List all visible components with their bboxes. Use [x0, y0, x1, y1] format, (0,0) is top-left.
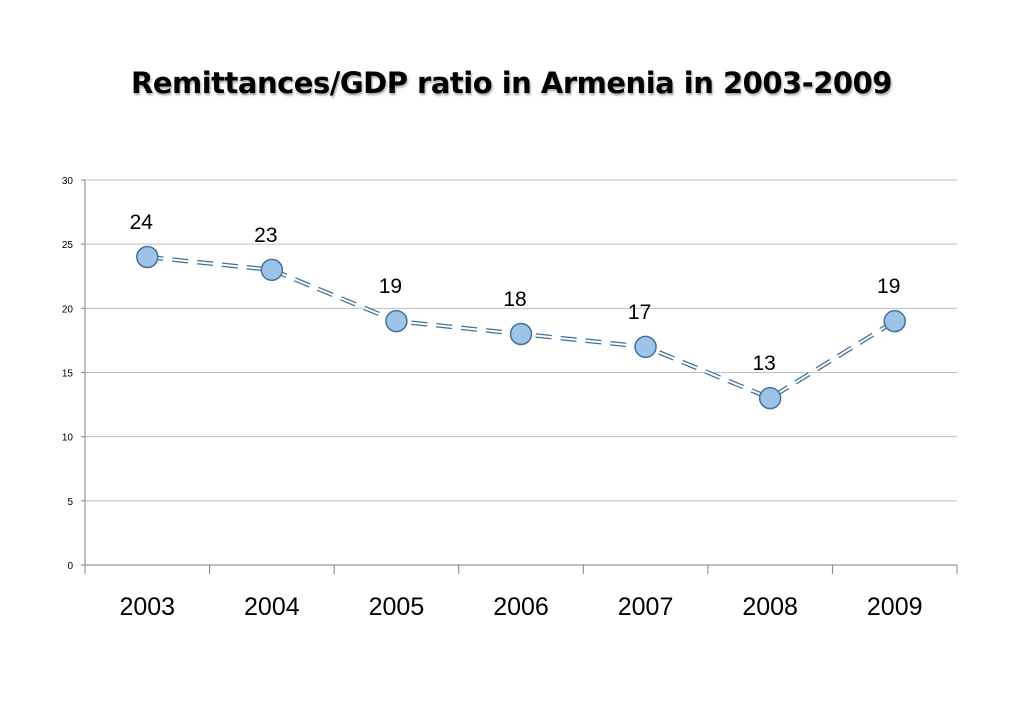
data-point	[634, 335, 657, 359]
data-point	[883, 309, 906, 333]
data-label: 23	[254, 224, 277, 247]
y-tick-label: 30	[62, 176, 74, 187]
data-label: 19	[379, 275, 402, 298]
data-point	[385, 309, 408, 333]
y-tick-label: 25	[62, 240, 74, 251]
data-point	[136, 245, 159, 269]
x-tick-label: 2005	[369, 593, 425, 621]
y-axis-tick-labels: 0 5 10 15 20 25 30	[62, 176, 74, 572]
gridlines	[85, 179, 957, 502]
y-tick-label: 10	[62, 433, 74, 444]
x-tick-label: 2006	[493, 593, 549, 621]
x-tick-label: 2008	[742, 593, 798, 621]
y-tick-label: 20	[62, 304, 74, 315]
data-point	[260, 258, 284, 282]
data-label: 13	[752, 352, 775, 375]
y-tick-label: 15	[62, 369, 74, 380]
y-tick-label: 0	[67, 561, 73, 572]
data-labels: 24 23 19 18 17 13 19	[130, 211, 901, 375]
data-point	[509, 322, 533, 346]
x-axis-tick-labels: 2003 2004 2005 2006 2007 2008 2009	[119, 593, 922, 621]
chart-title: Remittances/GDP ratio in Armenia in 2003…	[131, 66, 892, 100]
data-label: 17	[628, 301, 651, 324]
x-tick-label: 2007	[618, 593, 674, 621]
x-tick-label: 2009	[867, 593, 923, 621]
y-tick-label: 5	[67, 497, 73, 508]
x-tick-label: 2003	[119, 593, 175, 621]
x-tick-label: 2004	[244, 593, 300, 621]
axes	[81, 179, 958, 574]
data-point	[758, 386, 782, 410]
data-label: 18	[503, 288, 526, 311]
series-markers	[136, 245, 906, 410]
data-label: 19	[877, 275, 900, 298]
data-label: 24	[130, 211, 154, 234]
